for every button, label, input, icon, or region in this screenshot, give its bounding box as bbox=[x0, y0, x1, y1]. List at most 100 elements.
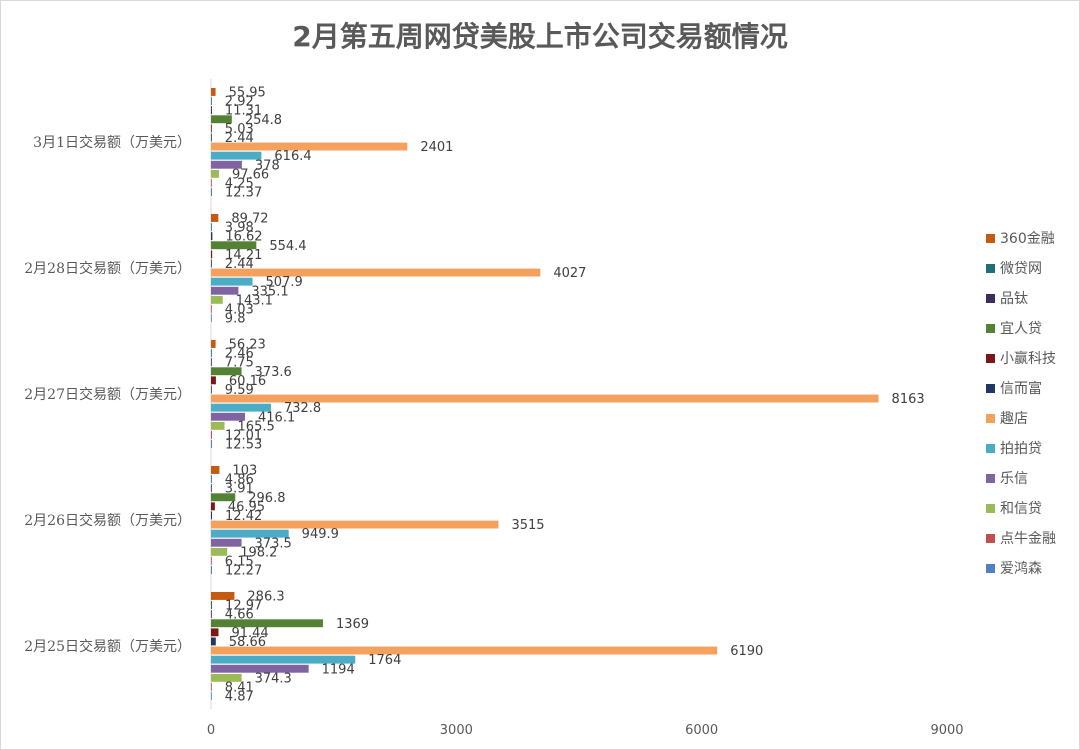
data-label: 7.75 bbox=[225, 356, 254, 371]
legend-label: 拍拍贷 bbox=[1000, 441, 1042, 457]
data-label: 373.6 bbox=[255, 365, 292, 380]
bar bbox=[211, 403, 271, 412]
bar bbox=[211, 305, 212, 313]
category-label: 2月27日交易额（万美元） bbox=[24, 386, 191, 403]
data-label: 616.4 bbox=[274, 149, 311, 164]
legend-label: 微贷网 bbox=[1000, 261, 1042, 277]
data-label: 58.66 bbox=[229, 635, 266, 650]
bar bbox=[211, 106, 212, 115]
legend-swatch bbox=[986, 264, 995, 273]
bar bbox=[211, 547, 228, 556]
data-label: 60.16 bbox=[229, 374, 266, 389]
data-label: 3.98 bbox=[225, 221, 254, 236]
category-label: 2月25日交易额（万美元） bbox=[24, 638, 191, 655]
bar bbox=[211, 277, 253, 286]
bar bbox=[211, 421, 225, 430]
bar bbox=[211, 169, 219, 178]
bar bbox=[211, 529, 289, 538]
bar bbox=[211, 502, 215, 511]
category-label: 3月1日交易额（万美元） bbox=[33, 134, 191, 151]
data-label: 165.5 bbox=[238, 419, 275, 434]
bar bbox=[211, 637, 216, 646]
data-label: 373.5 bbox=[255, 536, 292, 551]
category-label: 2月28日交易额（万美元） bbox=[24, 260, 191, 277]
bar bbox=[211, 475, 212, 483]
bar bbox=[211, 592, 235, 600]
data-label: 2401 bbox=[420, 140, 453, 155]
bar bbox=[211, 692, 212, 700]
chart-title: 2月第五周网贷美股上市公司交易额情况 bbox=[292, 20, 788, 53]
legend-label: 趣店 bbox=[1000, 411, 1028, 427]
legend-label: 宜人贷 bbox=[1000, 321, 1042, 337]
data-label: 296.8 bbox=[248, 491, 285, 506]
bar bbox=[211, 286, 239, 295]
data-label: 2.44 bbox=[225, 131, 254, 146]
data-label: 12.97 bbox=[225, 599, 262, 614]
bar bbox=[211, 376, 216, 385]
data-label: 12.37 bbox=[225, 186, 262, 201]
x-tick-label: 6000 bbox=[685, 723, 718, 738]
bar bbox=[211, 610, 212, 619]
bar bbox=[211, 340, 216, 348]
x-tick-label: 0 bbox=[207, 723, 215, 738]
bar bbox=[211, 179, 212, 187]
legend-swatch bbox=[986, 504, 995, 513]
bar bbox=[211, 160, 242, 169]
data-label: 254.8 bbox=[245, 113, 282, 128]
legend-swatch bbox=[986, 414, 995, 423]
legend-label: 小赢科技 bbox=[1000, 351, 1056, 367]
legend-label: 和信贷 bbox=[1000, 501, 1042, 517]
data-label: 507.9 bbox=[266, 275, 303, 290]
bar bbox=[211, 151, 262, 160]
bar bbox=[211, 511, 213, 520]
bar bbox=[211, 115, 232, 124]
data-label: 56.23 bbox=[229, 337, 266, 352]
data-label: 3515 bbox=[511, 518, 544, 533]
legend-label: 点牛金融 bbox=[1000, 531, 1056, 547]
x-tick-label: 9000 bbox=[930, 723, 963, 738]
data-label: 89.72 bbox=[231, 211, 268, 226]
data-label: 12.53 bbox=[225, 438, 262, 453]
data-label: 554.4 bbox=[269, 239, 306, 254]
data-label: 198.2 bbox=[240, 545, 277, 560]
data-label: 4027 bbox=[553, 266, 586, 281]
bar bbox=[211, 664, 309, 673]
legend-swatch bbox=[986, 234, 995, 243]
data-label: 1194 bbox=[322, 662, 355, 677]
bar bbox=[211, 367, 242, 376]
data-label: 9.59 bbox=[225, 383, 254, 398]
bar bbox=[211, 88, 216, 96]
bar bbox=[211, 250, 213, 259]
x-tick-label: 3000 bbox=[440, 723, 473, 738]
bar bbox=[211, 440, 213, 448]
legend-swatch bbox=[986, 354, 995, 363]
bar bbox=[211, 619, 323, 628]
legend-swatch bbox=[986, 324, 995, 333]
bar bbox=[211, 566, 213, 574]
legend-swatch bbox=[986, 534, 995, 543]
legend-label: 360金融 bbox=[1000, 231, 1055, 247]
data-label: 2.44 bbox=[225, 257, 254, 272]
data-label: 143.1 bbox=[236, 293, 273, 308]
data-label: 378 bbox=[255, 158, 280, 173]
bar bbox=[211, 646, 718, 655]
bar bbox=[211, 673, 242, 682]
bar bbox=[211, 241, 257, 250]
data-label: 14.21 bbox=[225, 248, 262, 263]
data-label: 374.3 bbox=[255, 671, 292, 686]
data-label: 4.66 bbox=[225, 608, 254, 623]
legend-swatch bbox=[986, 444, 995, 453]
data-label: 732.8 bbox=[284, 401, 321, 416]
data-label: 1369 bbox=[336, 617, 369, 632]
data-label: 11.31 bbox=[225, 104, 262, 119]
bar bbox=[211, 601, 213, 609]
data-label: 2.46 bbox=[225, 347, 254, 362]
data-label: 416.1 bbox=[258, 410, 295, 425]
data-label: 4.03 bbox=[225, 302, 254, 317]
bar bbox=[211, 349, 212, 357]
bar bbox=[211, 493, 236, 502]
bar bbox=[211, 188, 213, 196]
data-label: 2.92 bbox=[225, 95, 254, 110]
legend-label: 爱鸿森 bbox=[1000, 561, 1042, 577]
bar bbox=[211, 97, 212, 105]
